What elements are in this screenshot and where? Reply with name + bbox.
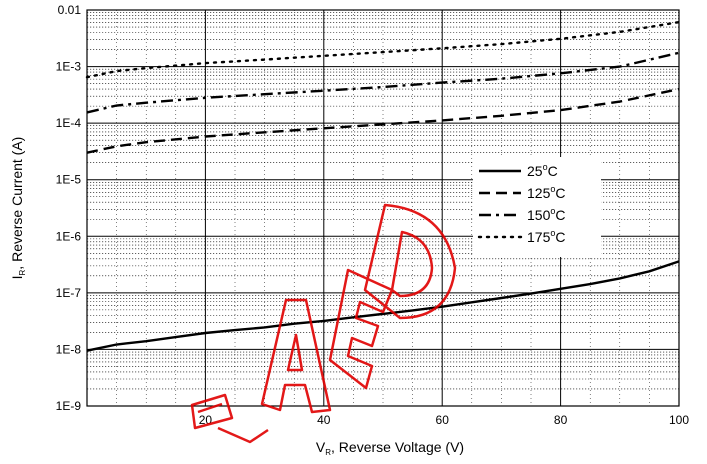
plot-area-frame <box>86 9 680 407</box>
y-tick-label: 1E-7 <box>56 286 82 300</box>
series-line-175c <box>85 20 681 79</box>
y-tick-label: 1E-6 <box>56 229 82 243</box>
y-tick-label: 1E-5 <box>56 173 82 187</box>
y-tick-label: 1E-8 <box>56 342 82 356</box>
y-tick-label: 0.01 <box>58 3 82 17</box>
series-line-150c <box>86 51 680 114</box>
series-line-25c <box>86 260 680 352</box>
legend-label-25c: 25oC <box>527 162 558 179</box>
y-tick-label: 1E-4 <box>56 116 82 130</box>
x-axis-title: VR, Reverse Voltage (V) <box>316 439 464 457</box>
legend-label-125c: 125oC <box>527 184 566 201</box>
x-tick-label: 40 <box>317 413 331 427</box>
legend-label-150c: 150oC <box>527 206 566 223</box>
x-tick-label: 100 <box>669 413 689 427</box>
y-tick-label: 1E-9 <box>56 399 82 413</box>
series-line-125c <box>86 87 680 154</box>
legend-label-175c: 175oC <box>527 228 566 245</box>
y-tick-label: 1E-3 <box>56 60 82 74</box>
y-tick-labels: 1E-9 1E-8 1E-7 1E-6 1E-5 1E-4 1E-3 0.01 <box>56 3 82 413</box>
watermark-stamp <box>190 203 457 444</box>
x-tick-label: 60 <box>436 413 450 427</box>
series-layer <box>85 20 681 352</box>
y-axis-title: IR, Reverse Current (A) <box>9 137 27 280</box>
x-tick-labels: 20 40 60 80 100 <box>199 413 690 427</box>
x-tick-label: 80 <box>554 413 568 427</box>
legend-box <box>473 157 601 257</box>
legend: 25oC 125oC 150oC 175oC <box>473 157 601 257</box>
